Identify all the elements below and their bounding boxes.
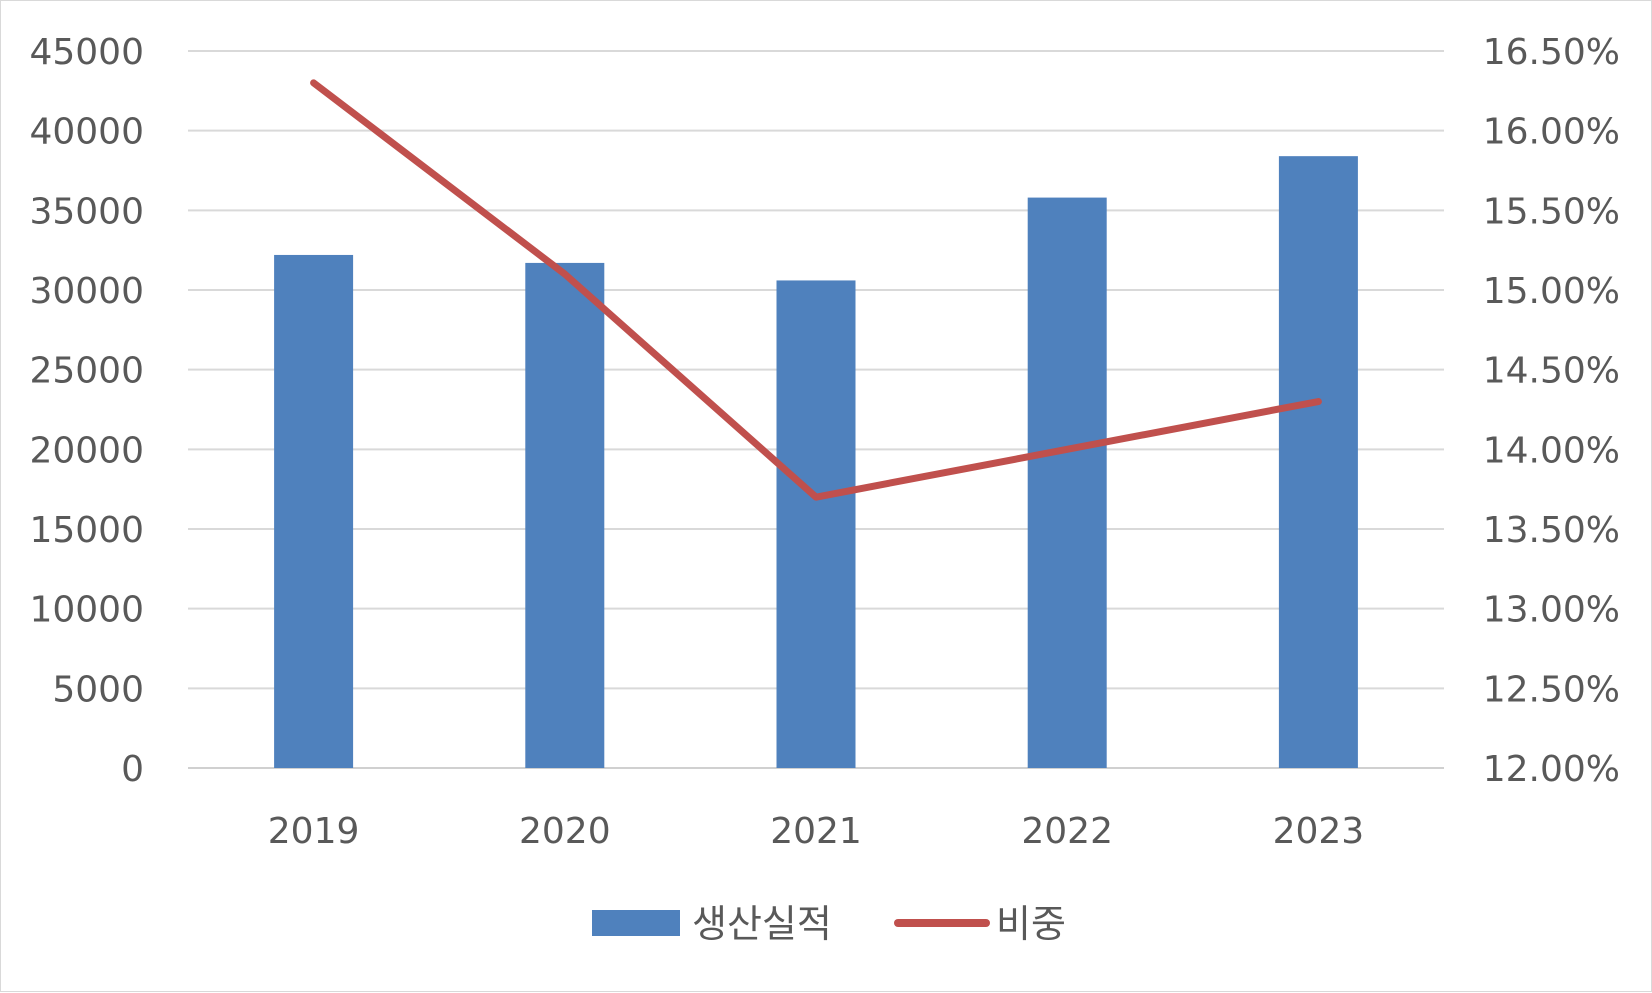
right-axis-ticks: 12.00% 12.50% 13.00% 13.50% 14.00% 14.50% 15.0… [1483,32,1620,790]
right-tick-label: 12.50% [1483,669,1620,710]
line-point [563,273,566,276]
x-tick-label: 2019 [268,811,360,852]
left-tick-label: 5000 [52,669,144,710]
x-tick-label: 2020 [519,811,611,852]
left-tick-label: 10000 [29,590,144,631]
left-tick-label: 25000 [29,351,144,392]
x-axis-ticks: 2019 2020 2021 2022 2023 [268,811,1364,852]
right-tick-label: 15.50% [1483,191,1620,232]
left-tick-label: 20000 [29,430,144,471]
line-point [1066,448,1069,451]
legend-label-bar: 생산실적 [692,902,832,946]
line-series [310,79,1322,501]
left-tick-label: 30000 [29,271,144,312]
legend-swatch-bar [592,910,680,936]
right-tick-label: 14.00% [1483,430,1620,471]
right-tick-label: 16.00% [1483,112,1620,153]
bar [776,280,856,768]
right-tick-label: 12.00% [1483,749,1620,790]
line-point [312,81,315,84]
left-axis-ticks: 0 5000 10000 15000 20000 25000 30000 35000 40000… [29,32,144,790]
x-tick-label: 2022 [1021,811,1113,852]
line-point [1317,400,1320,403]
right-tick-label: 15.00% [1483,271,1620,312]
left-tick-label: 15000 [29,510,144,551]
left-tick-label: 45000 [29,32,144,73]
right-tick-label: 13.00% [1483,590,1620,631]
bar [274,254,354,769]
legend: 생산실적 비중 [592,902,1066,946]
line-point [815,496,817,499]
right-tick-label: 16.50% [1483,32,1620,73]
x-tick-label: 2021 [770,811,862,852]
left-tick-label: 0 [121,749,144,790]
bar [1027,197,1107,768]
x-tick-label: 2023 [1273,811,1365,852]
bar-series [274,156,1358,769]
right-tick-label: 13.50% [1483,510,1620,551]
left-tick-label: 35000 [29,191,144,232]
bar [1278,156,1358,768]
left-tick-label: 40000 [29,112,144,153]
bar [525,262,605,768]
legend-label-line: 비중 [996,902,1066,946]
right-tick-label: 14.50% [1483,351,1620,392]
